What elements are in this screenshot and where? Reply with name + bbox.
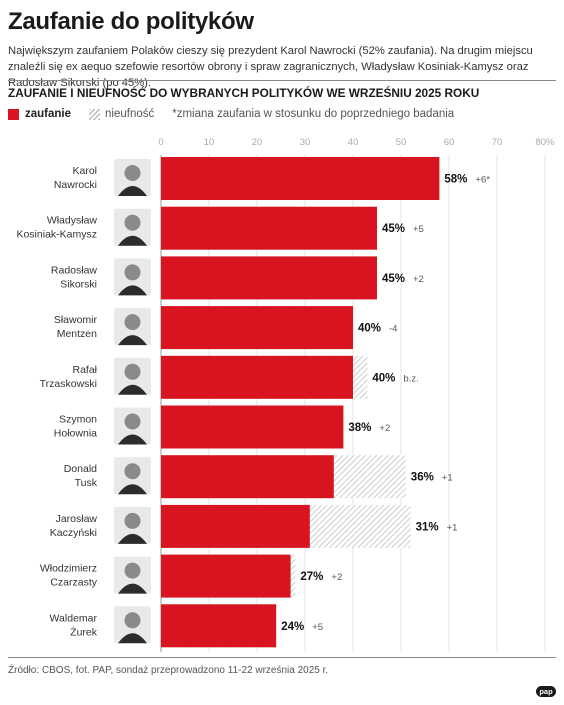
- portrait-shoulders: [118, 434, 147, 445]
- x-tick-label: 0: [158, 137, 163, 148]
- lead-paragraph: Największym zaufaniem Polaków cieszy się…: [8, 45, 533, 89]
- portrait-head: [124, 463, 141, 480]
- portrait-head: [124, 512, 141, 529]
- legend-swatch-trust: [8, 108, 19, 120]
- portrait-head: [124, 214, 141, 231]
- value-label: 40%: [372, 372, 395, 384]
- change-label: +2: [379, 423, 390, 434]
- bar-trust: [161, 455, 334, 499]
- value-label: 36%: [411, 472, 434, 484]
- category-label: Donald: [64, 463, 97, 475]
- category-label: Włodzimierz: [40, 563, 97, 575]
- portrait-head: [124, 413, 141, 430]
- portrait-shoulders: [118, 335, 147, 346]
- category-label: Sławomir: [54, 314, 98, 326]
- change-label: +5: [312, 622, 323, 633]
- bar-trust: [161, 206, 377, 250]
- category-label: Kosiniak-Kamysz: [16, 229, 97, 241]
- portrait-shoulders: [118, 235, 147, 246]
- change-label: +1: [447, 522, 458, 533]
- category-label: Szymon: [59, 414, 97, 426]
- category-label: Karol: [72, 165, 97, 177]
- category-label: Czarzasty: [50, 577, 97, 589]
- bar-trust: [161, 604, 277, 648]
- value-label: 38%: [348, 422, 371, 434]
- bar-trust: [161, 157, 440, 200]
- portrait-head: [124, 314, 141, 331]
- legend-label-distrust: nieufność: [105, 108, 155, 120]
- portrait-shoulders: [118, 484, 147, 495]
- x-tick-label: 30: [300, 137, 311, 148]
- x-tick-label: 80%: [535, 137, 555, 148]
- value-label: 40%: [358, 323, 381, 335]
- category-label: Kaczyński: [50, 527, 97, 539]
- portrait-shoulders: [118, 186, 147, 196]
- category-label: Waldemar: [50, 612, 98, 624]
- pap-logo: pap: [536, 686, 556, 697]
- category-label: Hołownia: [54, 428, 97, 440]
- bar-trust: [161, 504, 310, 548]
- change-label: +1: [442, 473, 453, 484]
- value-label: 24%: [281, 621, 304, 633]
- category-label: Władysław: [47, 215, 98, 227]
- bar-trust: [161, 256, 377, 300]
- x-tick-label: 70: [492, 137, 503, 148]
- chart-subtitle: ZAUFANIE I NIEUFNOŚĆ DO WYBRANYCH POLITY…: [8, 86, 480, 100]
- legend-note: *zmiana zaufania w stosunku do poprzedni…: [172, 108, 455, 120]
- chart-legend: zaufanie nieufność *zmiana zaufania w st…: [8, 108, 454, 120]
- change-label: +6*: [475, 175, 490, 186]
- bar-chart: 0 10 20 30 40 50 60 70 80% 58% +6* Karol Nawrocki 45%…: [16, 137, 555, 652]
- x-tick-label: 50: [396, 137, 407, 148]
- category-label: Sikorski: [60, 278, 97, 290]
- portrait-shoulders: [118, 583, 147, 594]
- change-label: +5: [413, 224, 424, 235]
- category-label: Rafał: [72, 364, 97, 376]
- change-label: +2: [413, 274, 424, 285]
- portrait-head: [124, 612, 141, 629]
- bar-trust: [161, 554, 291, 598]
- portrait-shoulders: [118, 384, 147, 395]
- x-tick-label: 60: [444, 137, 455, 148]
- x-tick-label: 10: [204, 137, 215, 148]
- value-label: 27%: [300, 571, 323, 583]
- bar-trust: [161, 355, 353, 399]
- portrait-shoulders: [118, 633, 147, 644]
- change-label: b.z.: [403, 373, 418, 384]
- category-label: Żurek: [70, 625, 98, 638]
- portrait-head: [124, 165, 141, 181]
- legend-swatch-distrust: [89, 108, 101, 120]
- bar-trust: [161, 405, 344, 449]
- category-label: Mentzen: [57, 328, 97, 340]
- category-label: Radosław: [51, 264, 98, 276]
- category-label: Trzaskowski: [40, 378, 97, 390]
- portrait-shoulders: [118, 285, 147, 296]
- page-title: Zaufanie do polityków: [8, 8, 254, 35]
- portrait-shoulders: [118, 533, 147, 544]
- value-label: 45%: [382, 223, 405, 235]
- portrait-head: [124, 562, 141, 579]
- value-label: 45%: [382, 273, 405, 285]
- divider-bottom: [8, 657, 556, 658]
- source-note: Źródło: CBOS, fot. PAP, sondaż przeprowa…: [8, 665, 329, 676]
- portrait-head: [124, 264, 141, 281]
- category-label: Nawrocki: [54, 179, 97, 191]
- x-tick-label: 20: [252, 137, 263, 148]
- category-label: Jarosław: [56, 513, 98, 525]
- bar-trust: [161, 306, 353, 350]
- legend-label-trust: zaufanie: [25, 108, 72, 120]
- value-label: 58%: [444, 174, 467, 186]
- change-label: +2: [331, 572, 342, 583]
- divider-top: [8, 80, 556, 81]
- value-label: 31%: [416, 521, 439, 533]
- category-label: Tusk: [75, 477, 98, 489]
- x-tick-label: 40: [348, 137, 359, 148]
- change-label: -4: [389, 324, 397, 335]
- portrait-head: [124, 363, 141, 380]
